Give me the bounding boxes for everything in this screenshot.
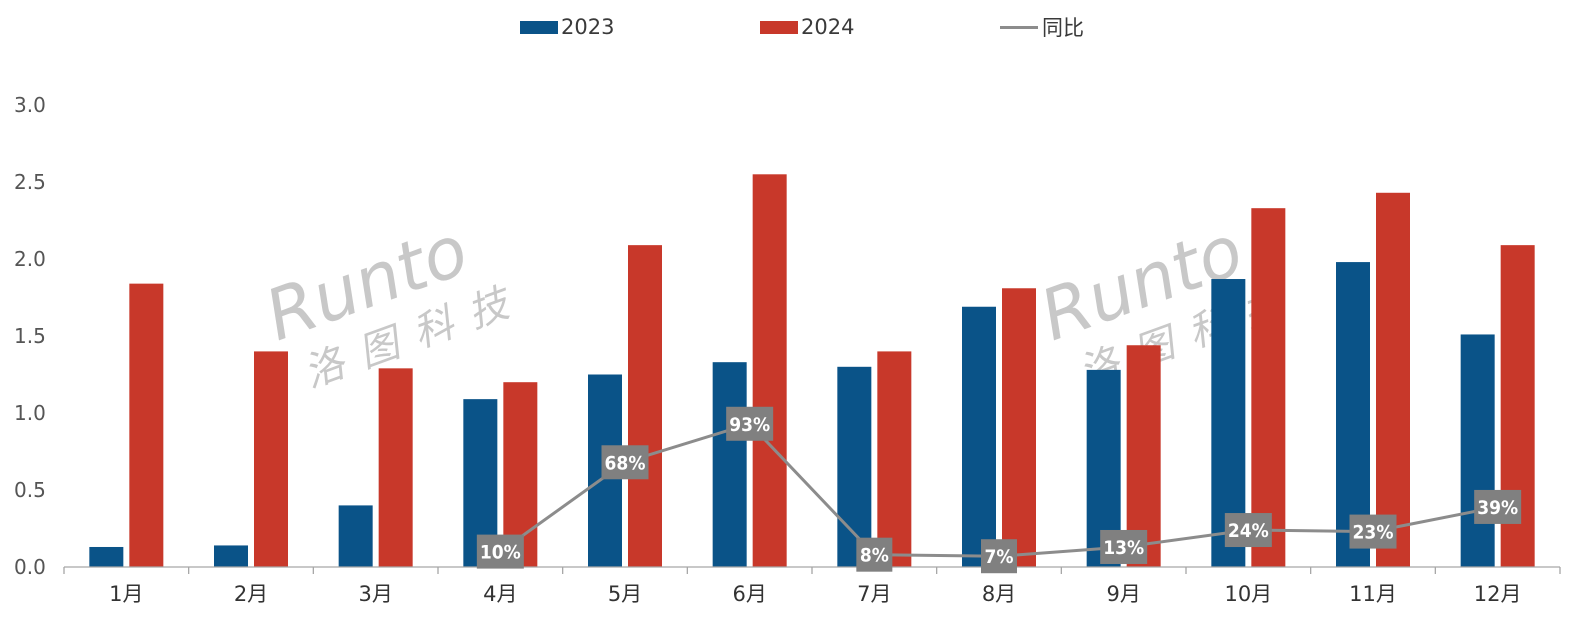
yoy-label-box [601, 445, 649, 480]
bar-2024-10[interactable] [1251, 208, 1286, 567]
legend-item-2024[interactable]: 2024 [760, 12, 854, 42]
legend-item-2023[interactable]: 2023 [520, 12, 614, 42]
bar-2023-8[interactable] [962, 306, 996, 567]
legend: 2023 2024 同比 [0, 12, 1590, 42]
yoy-label-box [981, 539, 1017, 574]
bar-2024-11[interactable] [1376, 192, 1410, 567]
y-tick-label: 1.5 [14, 324, 46, 348]
yoy-line-layer: 10% 68% 93% 8% 7% 13% 24% 23% 39% [476, 406, 1522, 574]
x-tick-label: 11月 [1349, 582, 1397, 606]
yoy-label-box [1349, 514, 1397, 549]
legend-label-2023: 2023 [561, 15, 615, 39]
yoy-data-label: 39% [1477, 497, 1518, 519]
yoy-label-box [1100, 529, 1148, 564]
x-tick-label: 2月 [234, 582, 268, 606]
bars [89, 174, 1535, 568]
bar-2024-8[interactable] [1002, 288, 1036, 567]
y-tick-label: 3.0 [14, 93, 46, 117]
yoy-data-label: 13% [1103, 537, 1144, 559]
legend-line-yoy [1000, 25, 1038, 29]
y-axis-ticks: 0.0 0.5 1.0 1.5 2.0 2.5 3.0 [14, 93, 46, 579]
yoy-data-label: 23% [1353, 522, 1394, 544]
y-tick-label: 0.0 [14, 555, 46, 579]
legend-label-yoy: 同比 [1042, 16, 1084, 40]
bar-2023-7[interactable] [837, 366, 872, 567]
legend-swatch-2023 [520, 20, 558, 34]
yoy-label-box [476, 534, 524, 569]
y-tick-label: 2.5 [14, 170, 46, 194]
legend-item-yoy[interactable]: 同比 [1000, 12, 1084, 42]
bar-2024-3[interactable] [378, 368, 413, 567]
yoy-data-label: 10% [480, 542, 521, 564]
x-tick-label: 7月 [857, 582, 891, 606]
y-tick-label: 0.5 [14, 478, 46, 502]
yoy-data-label: 8% [860, 545, 889, 567]
x-tick-label: 8月 [982, 582, 1016, 606]
x-tick-label: 5月 [608, 582, 642, 606]
yoy-data-label: 93% [729, 414, 770, 436]
bar-2024-6[interactable] [752, 174, 787, 568]
yoy-data-label: 68% [605, 452, 646, 474]
x-axis-ticks: 1月 2月 3月 4月 5月 6月 7月 8月 9月 10月 11月 12月 [63, 567, 1561, 606]
yoy-label-box [726, 406, 774, 441]
yoy-label-box [856, 537, 893, 572]
yoy-label-box [1224, 513, 1272, 548]
yoy-label-box [1474, 489, 1522, 524]
yoy-data-label: 24% [1228, 520, 1269, 542]
bar-2024-7[interactable] [877, 351, 912, 567]
x-tick-label: 9月 [1106, 582, 1140, 606]
bar-2024-5[interactable] [628, 245, 662, 567]
bar-2024-1[interactable] [129, 283, 164, 567]
y-tick-label: 1.0 [14, 401, 46, 425]
bar-2023-6[interactable] [712, 362, 747, 567]
bar-2023-12[interactable] [1460, 334, 1495, 567]
x-tick-label: 1月 [109, 582, 143, 606]
bar-2024-2[interactable] [254, 351, 288, 567]
y-tick-label: 2.0 [14, 247, 46, 271]
x-tick-label: 6月 [732, 582, 766, 606]
legend-swatch-2024 [760, 20, 798, 34]
legend-label-2024: 2024 [801, 15, 855, 39]
x-tick-label: 4月 [483, 582, 517, 606]
x-tick-label: 10月 [1224, 582, 1272, 606]
x-tick-label: 12月 [1474, 582, 1522, 606]
x-tick-label: 3月 [358, 582, 392, 606]
yoy-data-label: 7% [984, 546, 1013, 568]
bar-2023-1[interactable] [89, 546, 124, 567]
bar-2023-2[interactable] [214, 545, 248, 567]
bar-2023-3[interactable] [338, 505, 373, 567]
